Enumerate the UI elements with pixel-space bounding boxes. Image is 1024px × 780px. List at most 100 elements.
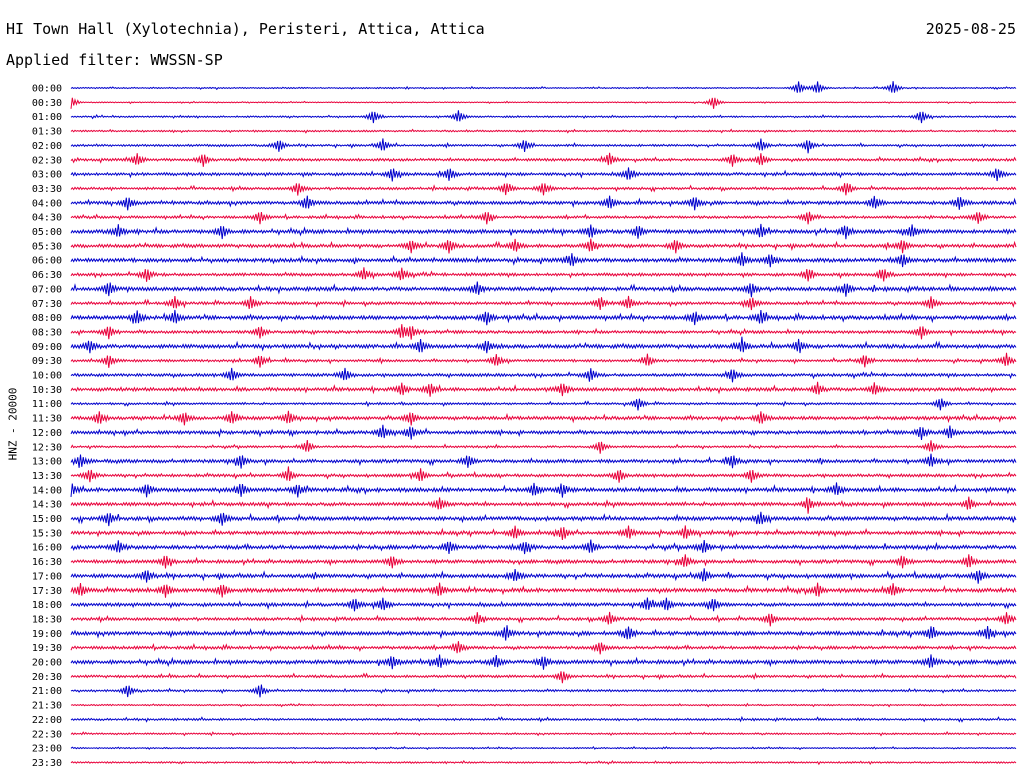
row-time-label: 23:30	[32, 758, 62, 769]
row-time-label: 02:30	[32, 155, 62, 166]
trace-row-2300	[70, 745, 1017, 751]
trace-row-0700	[70, 281, 1017, 298]
row-time-label: 00:30	[32, 98, 62, 109]
row-time-label: 01:30	[32, 127, 62, 138]
row-time-label: 00:00	[32, 84, 62, 95]
trace-row-0000	[70, 81, 1017, 93]
trace-row-1400	[70, 482, 1017, 498]
row-time-label: 09:00	[32, 342, 62, 353]
row-time-label: 08:30	[32, 327, 62, 338]
trace-row-1200	[70, 424, 1017, 441]
trace-row-0300	[70, 167, 1017, 182]
trace-row-1900	[70, 625, 1017, 641]
row-time-label: 04:30	[32, 213, 62, 224]
row-time-label: 15:30	[32, 528, 62, 539]
trace-row-2030	[70, 671, 1017, 684]
trace-row-0600	[70, 252, 1017, 268]
trace-row-0330	[70, 183, 1017, 196]
trace-row-2230	[70, 730, 1017, 737]
row-time-label: 17:30	[32, 586, 62, 597]
row-time-label: 06:30	[32, 270, 62, 281]
trace-row-2130	[70, 702, 1017, 708]
row-time-label: 16:30	[32, 557, 62, 568]
trace-row-1130	[70, 410, 1017, 426]
row-time-label: 07:30	[32, 299, 62, 310]
trace-row-1300	[70, 453, 1017, 469]
trace-row-0100	[70, 110, 1017, 124]
row-time-label: 21:00	[32, 686, 62, 697]
trace-row-1730	[70, 582, 1017, 598]
row-time-label: 15:00	[32, 514, 62, 525]
trace-row-0930	[70, 352, 1017, 368]
row-time-label: 11:30	[32, 414, 62, 425]
row-time-label: 03:00	[32, 170, 62, 181]
trace-row-1030	[70, 381, 1017, 397]
station-title: HI Town Hall (Xylotechnia), Peristeri, A…	[6, 20, 485, 38]
trace-row-0800	[70, 309, 1017, 326]
row-time-label: 07:00	[32, 284, 62, 295]
row-time-label: 01:00	[32, 112, 62, 123]
trace-row-0900	[70, 336, 1017, 354]
row-time-label: 14:00	[32, 485, 62, 496]
trace-row-1830	[70, 611, 1017, 627]
trace-row-2330	[70, 759, 1017, 766]
row-time-label: 08:00	[32, 313, 62, 324]
trace-row-1530	[70, 525, 1017, 541]
row-time-label: 20:30	[32, 672, 62, 683]
row-time-label: 12:00	[32, 428, 62, 439]
trace-row-0430	[70, 211, 1017, 225]
row-time-label: 10:00	[32, 371, 62, 382]
trace-row-0130	[70, 128, 1017, 134]
row-time-label: 11:00	[32, 399, 62, 410]
row-time-label: 10:30	[32, 385, 62, 396]
filter-label: Applied filter: WWSSN-SP	[6, 51, 223, 69]
trace-row-1630	[70, 554, 1017, 569]
trace-row-1330	[70, 466, 1017, 483]
row-time-label: 09:30	[32, 356, 62, 367]
row-time-label: 22:00	[32, 715, 62, 726]
record-date: 2025-08-25	[925, 20, 1016, 38]
trace-row-1500	[70, 511, 1017, 527]
row-time-label: 18:30	[32, 614, 62, 625]
trace-row-0400	[70, 195, 1017, 211]
trace-row-0630	[70, 267, 1017, 282]
trace-row-1700	[70, 568, 1017, 584]
row-time-label: 14:30	[32, 500, 62, 511]
trace-row-2200	[70, 715, 1017, 723]
trace-row-1100	[70, 398, 1017, 411]
trace-row-0500	[70, 223, 1017, 240]
trace-row-2100	[70, 684, 1017, 698]
row-time-label: 17:00	[32, 571, 62, 582]
row-time-label: 18:00	[32, 600, 62, 611]
row-time-label: 20:00	[32, 658, 62, 669]
row-time-label: 23:00	[32, 744, 62, 755]
trace-row-1800	[70, 597, 1017, 612]
trace-row-2000	[70, 654, 1017, 670]
trace-row-0200	[70, 138, 1017, 154]
row-time-label: 02:00	[32, 141, 62, 152]
row-time-label: 19:00	[32, 629, 62, 640]
row-time-label: 19:30	[32, 643, 62, 654]
trace-row-0530	[70, 238, 1017, 254]
trace-row-1000	[70, 367, 1017, 383]
trace-row-1600	[70, 539, 1017, 555]
row-time-label: 22:30	[32, 729, 62, 740]
row-time-label: 13:00	[32, 457, 62, 468]
trace-row-1930	[70, 641, 1017, 655]
row-time-label: 13:30	[32, 471, 62, 482]
trace-row-0030	[70, 97, 1017, 109]
row-time-label: 03:30	[32, 184, 62, 195]
trace-row-1430	[70, 496, 1017, 514]
row-time-label: 04:00	[32, 198, 62, 209]
row-time-label: 21:30	[32, 701, 62, 712]
row-time-label: 16:00	[32, 543, 62, 554]
trace-row-0830	[70, 324, 1017, 340]
trace-row-1230	[70, 439, 1017, 454]
row-time-label: 12:30	[32, 442, 62, 453]
row-time-label: 05:30	[32, 241, 62, 252]
row-time-label: 06:00	[32, 256, 62, 267]
trace-row-0230	[70, 152, 1017, 167]
trace-row-0730	[70, 295, 1017, 311]
row-time-label: 05:00	[32, 227, 62, 238]
